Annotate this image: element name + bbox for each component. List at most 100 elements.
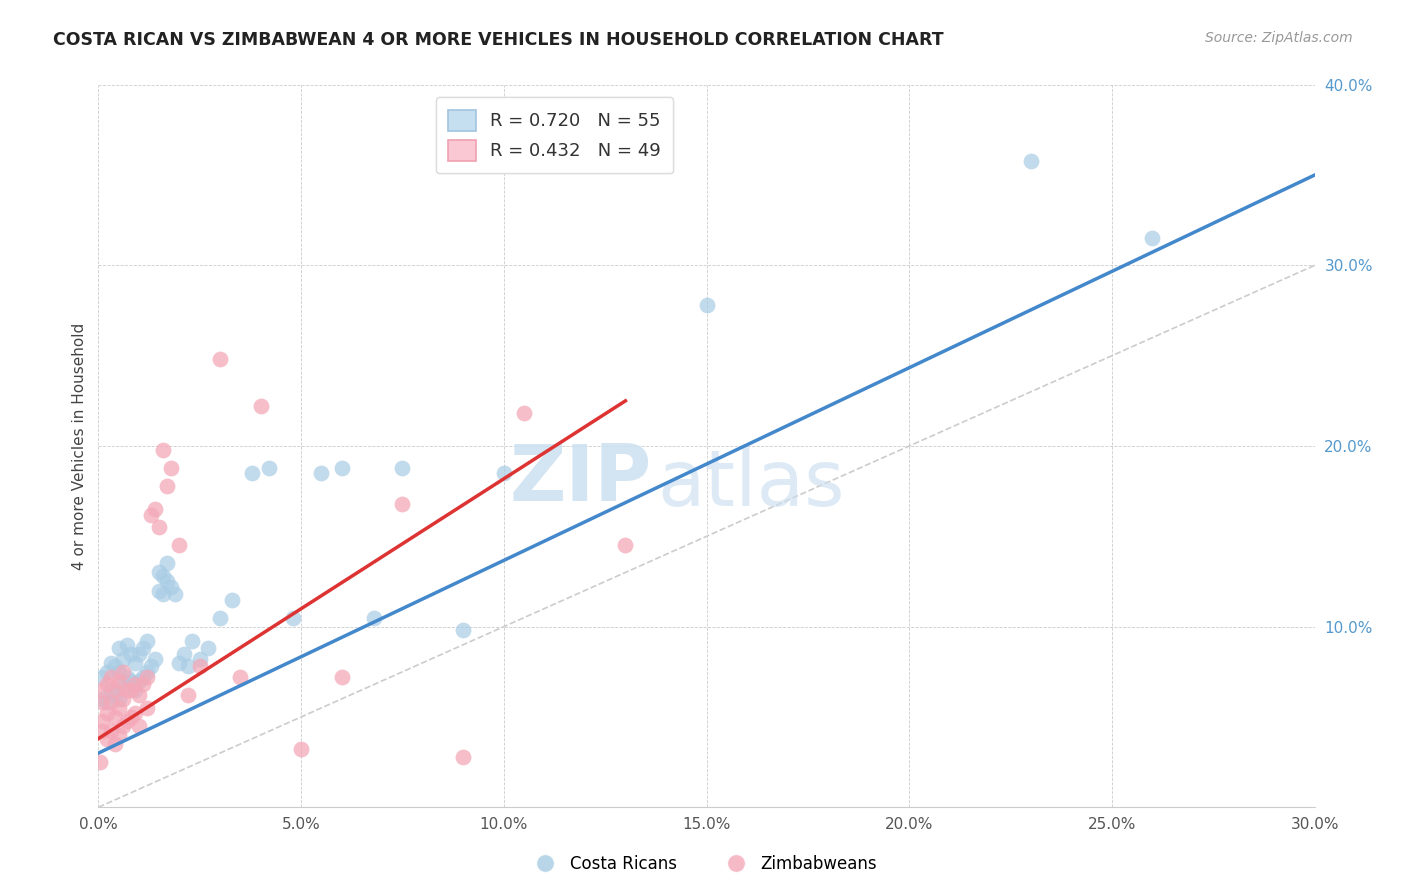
- Point: [139, 508, 162, 522]
- Text: atlas: atlas: [658, 446, 845, 522]
- Point: [391, 460, 413, 475]
- Point: [363, 610, 385, 624]
- Point: [111, 692, 134, 706]
- Point: [107, 692, 129, 706]
- Point: [91, 696, 114, 710]
- Point: [156, 574, 179, 589]
- Point: [152, 587, 174, 601]
- Point: [89, 755, 111, 769]
- Point: [91, 670, 114, 684]
- Point: [176, 688, 198, 702]
- Point: [104, 688, 127, 702]
- Legend: Costa Ricans, Zimbabweans: Costa Ricans, Zimbabweans: [522, 848, 884, 880]
- Point: [453, 624, 475, 638]
- Point: [100, 670, 122, 684]
- Point: [209, 352, 232, 367]
- Point: [160, 580, 183, 594]
- Point: [136, 701, 159, 715]
- Point: [111, 677, 134, 691]
- Point: [96, 677, 118, 691]
- Point: [111, 719, 134, 733]
- Point: [111, 665, 134, 679]
- Point: [143, 502, 166, 516]
- Point: [120, 710, 142, 724]
- Point: [124, 706, 146, 721]
- Point: [156, 557, 179, 571]
- Point: [188, 652, 211, 666]
- Point: [124, 677, 146, 691]
- Point: [96, 665, 118, 679]
- Point: [120, 682, 142, 697]
- Point: [107, 673, 129, 688]
- Point: [1019, 153, 1042, 168]
- Point: [96, 706, 118, 721]
- Point: [176, 659, 198, 673]
- Point: [104, 737, 127, 751]
- Point: [152, 569, 174, 583]
- Point: [290, 742, 312, 756]
- Point: [281, 610, 304, 624]
- Point: [188, 659, 211, 673]
- Point: [249, 399, 271, 413]
- Point: [169, 656, 191, 670]
- Point: [330, 460, 353, 475]
- Point: [614, 538, 637, 552]
- Point: [492, 466, 515, 480]
- Point: [156, 479, 179, 493]
- Point: [136, 665, 159, 679]
- Point: [453, 749, 475, 764]
- Point: [115, 682, 138, 697]
- Point: [107, 641, 129, 656]
- Point: [91, 682, 114, 697]
- Point: [160, 460, 183, 475]
- Y-axis label: 4 or more Vehicles in Household: 4 or more Vehicles in Household: [72, 322, 87, 570]
- Point: [128, 688, 150, 702]
- Point: [242, 466, 264, 480]
- Point: [107, 665, 129, 679]
- Point: [148, 566, 170, 580]
- Point: [115, 670, 138, 684]
- Text: ZIP: ZIP: [509, 441, 652, 516]
- Point: [169, 538, 191, 552]
- Point: [111, 652, 134, 666]
- Text: Source: ZipAtlas.com: Source: ZipAtlas.com: [1205, 31, 1353, 45]
- Point: [100, 724, 122, 739]
- Point: [100, 656, 122, 670]
- Point: [91, 692, 114, 706]
- Point: [100, 682, 122, 697]
- Point: [124, 656, 146, 670]
- Point: [229, 670, 252, 684]
- Point: [173, 647, 195, 661]
- Point: [513, 407, 536, 421]
- Point: [391, 497, 413, 511]
- Point: [143, 652, 166, 666]
- Point: [100, 696, 122, 710]
- Point: [330, 670, 353, 684]
- Point: [128, 647, 150, 661]
- Point: [128, 719, 150, 733]
- Point: [104, 682, 127, 697]
- Point: [148, 583, 170, 598]
- Point: [696, 298, 718, 312]
- Point: [311, 466, 333, 480]
- Point: [120, 673, 142, 688]
- Point: [96, 731, 118, 746]
- Point: [209, 610, 232, 624]
- Point: [124, 682, 146, 697]
- Point: [1142, 231, 1164, 245]
- Point: [132, 677, 155, 691]
- Point: [136, 670, 159, 684]
- Point: [197, 641, 219, 656]
- Point: [107, 728, 129, 742]
- Point: [120, 647, 142, 661]
- Point: [115, 638, 138, 652]
- Point: [165, 587, 187, 601]
- Point: [221, 592, 243, 607]
- Point: [91, 714, 114, 728]
- Point: [132, 670, 155, 684]
- Point: [148, 520, 170, 534]
- Legend: R = 0.720   N = 55, R = 0.432   N = 49: R = 0.720 N = 55, R = 0.432 N = 49: [436, 97, 673, 173]
- Point: [107, 701, 129, 715]
- Point: [152, 442, 174, 457]
- Point: [96, 696, 118, 710]
